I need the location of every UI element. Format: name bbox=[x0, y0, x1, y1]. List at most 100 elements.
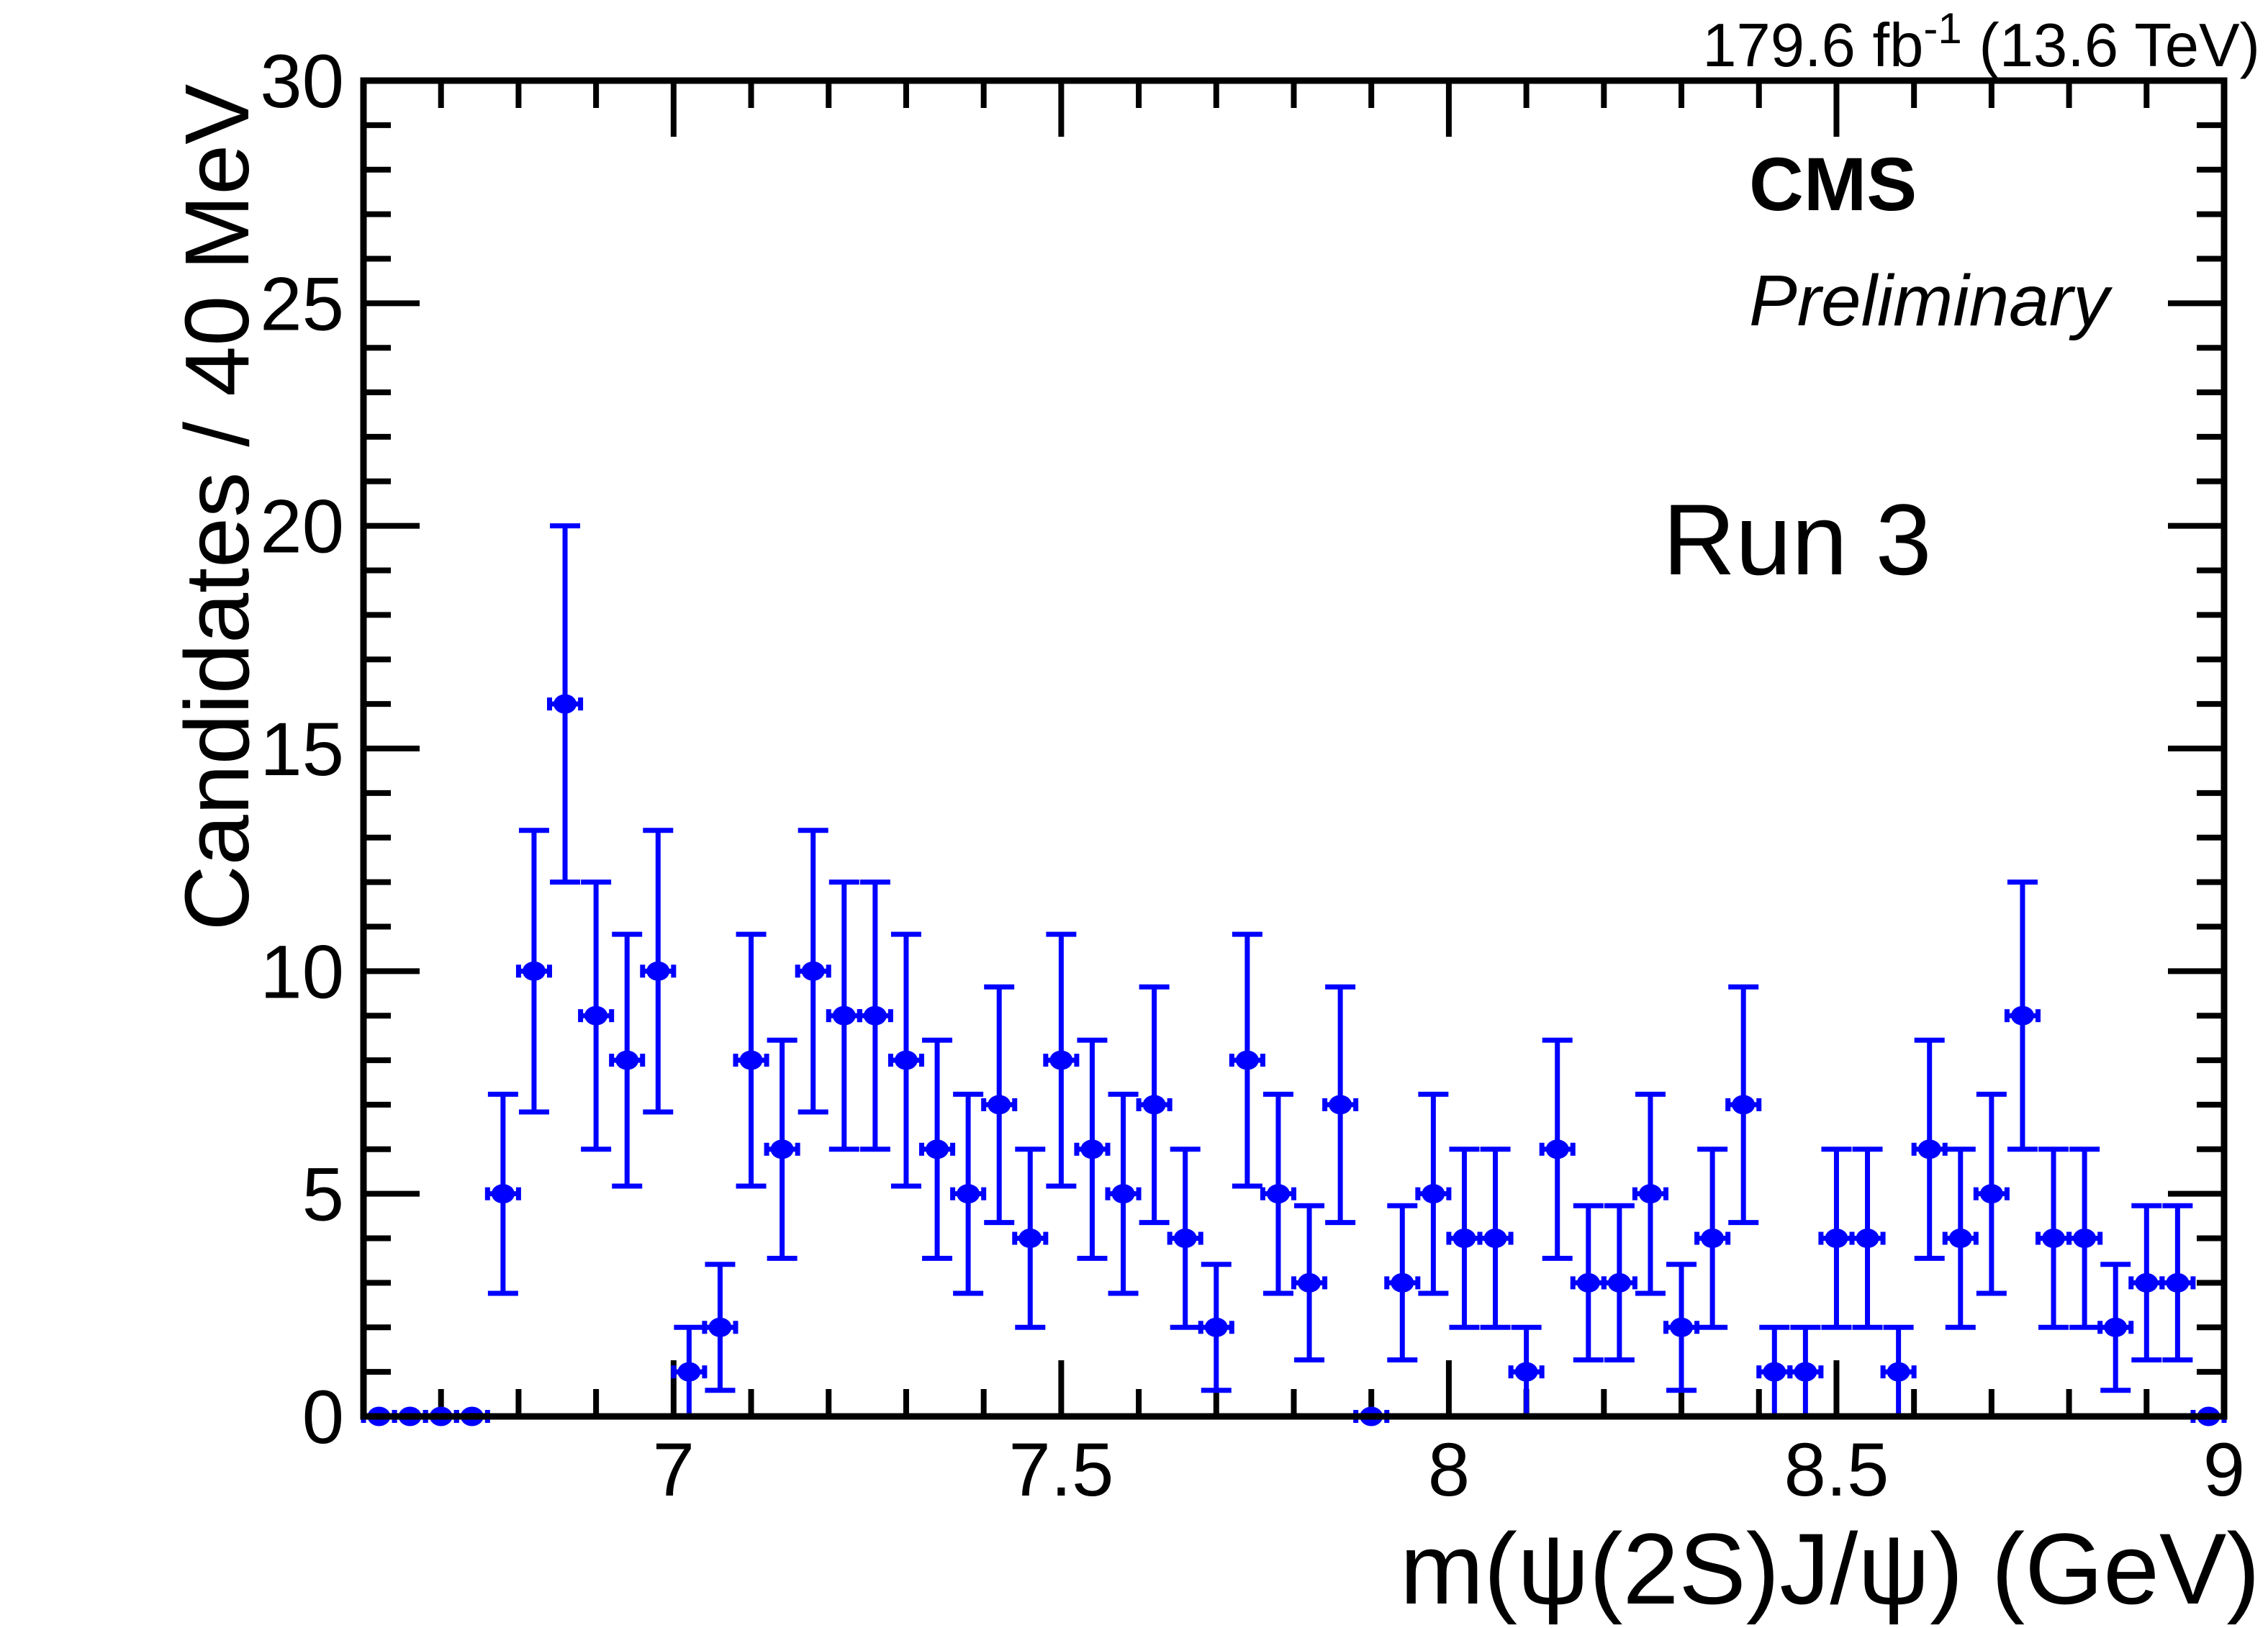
data-point-marker bbox=[894, 1050, 918, 1070]
data-point-marker bbox=[1576, 1272, 1600, 1293]
data-point-marker bbox=[1763, 1362, 1786, 1382]
experiment-label: CMS bbox=[1749, 143, 1917, 227]
data-point bbox=[1322, 984, 1359, 1226]
data-point-marker bbox=[1638, 1184, 1662, 1204]
data-point-marker bbox=[677, 1362, 701, 1382]
data-point bbox=[1167, 1147, 1203, 1330]
data-point bbox=[1446, 1147, 1483, 1330]
data-points-layer bbox=[361, 523, 2227, 1426]
data-point bbox=[547, 523, 584, 885]
data-point bbox=[764, 1037, 800, 1261]
data-point bbox=[1725, 984, 1762, 1226]
data-point-marker bbox=[1483, 1229, 1507, 1249]
data-point-marker bbox=[491, 1184, 515, 1204]
data-point-marker bbox=[1607, 1272, 1631, 1293]
data-point bbox=[1074, 1037, 1111, 1261]
y-tick-label: 20 bbox=[260, 485, 344, 569]
data-point bbox=[1570, 1203, 1607, 1363]
data-point-marker bbox=[522, 961, 546, 981]
data-point-marker bbox=[1545, 1139, 1569, 1159]
data-point bbox=[826, 879, 862, 1152]
data-point-marker bbox=[863, 1005, 887, 1026]
plot-frame bbox=[360, 77, 2228, 1420]
data-point-marker bbox=[646, 961, 670, 981]
data-point-marker bbox=[1391, 1272, 1414, 1293]
data-point-marker bbox=[615, 1050, 639, 1070]
data-point bbox=[950, 1091, 987, 1296]
data-point bbox=[1787, 1324, 1824, 1419]
data-point-marker bbox=[1825, 1229, 1848, 1249]
y-axis-title: Candidates / 40 MeV bbox=[166, 84, 268, 931]
data-point-marker bbox=[1856, 1229, 1879, 1249]
data-point bbox=[1229, 931, 1265, 1189]
data-point bbox=[2159, 1203, 2196, 1363]
data-point-marker bbox=[1732, 1095, 1756, 1115]
luminosity-value: 179.6 fb bbox=[1702, 12, 1923, 80]
data-point bbox=[1105, 1091, 1142, 1296]
data-point-marker bbox=[770, 1139, 794, 1159]
data-point-marker bbox=[1514, 1362, 1538, 1382]
data-point bbox=[2066, 1147, 2103, 1330]
data-point bbox=[1043, 931, 1080, 1189]
data-point-marker bbox=[1452, 1229, 1476, 1249]
data-point-marker bbox=[1670, 1317, 1694, 1337]
data-point bbox=[1291, 1203, 1328, 1363]
data-point bbox=[1508, 1324, 1545, 1419]
data-point-marker bbox=[1298, 1272, 1322, 1293]
data-point bbox=[1632, 1091, 1668, 1296]
data-point-marker bbox=[1204, 1317, 1228, 1337]
data-point-marker bbox=[1794, 1362, 1817, 1382]
data-point-marker bbox=[554, 694, 577, 714]
data-point bbox=[1818, 1147, 1855, 1330]
energy-value: (13.6 TeV) bbox=[1962, 12, 2260, 80]
data-point bbox=[1601, 1203, 1637, 1363]
data-point-marker bbox=[2135, 1272, 2159, 1293]
data-point bbox=[1849, 1147, 1886, 1330]
data-point-marker bbox=[1018, 1229, 1042, 1249]
data-point-marker bbox=[708, 1317, 732, 1337]
data-point bbox=[2004, 879, 2041, 1152]
data-point bbox=[640, 828, 677, 1115]
data-point bbox=[1911, 1037, 1948, 1261]
data-point-marker bbox=[832, 1005, 856, 1026]
data-point bbox=[702, 1262, 738, 1393]
data-point bbox=[1973, 1091, 2010, 1296]
data-point-marker bbox=[1142, 1095, 1166, 1115]
data-point bbox=[578, 879, 615, 1152]
data-point bbox=[609, 931, 646, 1189]
data-point bbox=[857, 879, 893, 1152]
data-point bbox=[795, 828, 831, 1115]
x-tick-label: 9 bbox=[2203, 1428, 2245, 1512]
data-point bbox=[1415, 1091, 1452, 1296]
data-point-marker bbox=[1701, 1229, 1725, 1249]
data-point-marker bbox=[1887, 1362, 1910, 1382]
data-point bbox=[981, 984, 1018, 1226]
data-point-marker bbox=[1329, 1095, 1352, 1115]
luminosity-exponent: -1 bbox=[1923, 4, 1961, 53]
y-tick-label: 30 bbox=[260, 40, 344, 124]
data-point bbox=[1539, 1037, 1576, 1261]
data-point-marker bbox=[926, 1139, 949, 1159]
data-point-marker bbox=[2166, 1272, 2190, 1293]
data-point bbox=[1942, 1147, 1979, 1330]
data-point-marker bbox=[988, 1095, 1011, 1115]
data-point-marker bbox=[1049, 1050, 1073, 1070]
data-point bbox=[1477, 1147, 1514, 1330]
data-point bbox=[1260, 1091, 1296, 1296]
data-point-marker bbox=[1422, 1184, 1445, 1204]
data-point bbox=[1880, 1324, 1917, 1419]
data-point-marker bbox=[801, 961, 825, 981]
data-point-marker bbox=[957, 1184, 980, 1204]
data-point bbox=[1136, 984, 1173, 1226]
data-point-marker bbox=[1917, 1139, 1941, 1159]
data-point-marker bbox=[1080, 1139, 1104, 1159]
data-point bbox=[733, 931, 769, 1189]
data-point-marker bbox=[584, 1005, 608, 1026]
data-point bbox=[2128, 1203, 2165, 1363]
data-point bbox=[2097, 1262, 2134, 1393]
data-point bbox=[1198, 1262, 1234, 1393]
data-point bbox=[1384, 1203, 1421, 1363]
x-tick-label: 8.5 bbox=[1784, 1428, 1889, 1512]
